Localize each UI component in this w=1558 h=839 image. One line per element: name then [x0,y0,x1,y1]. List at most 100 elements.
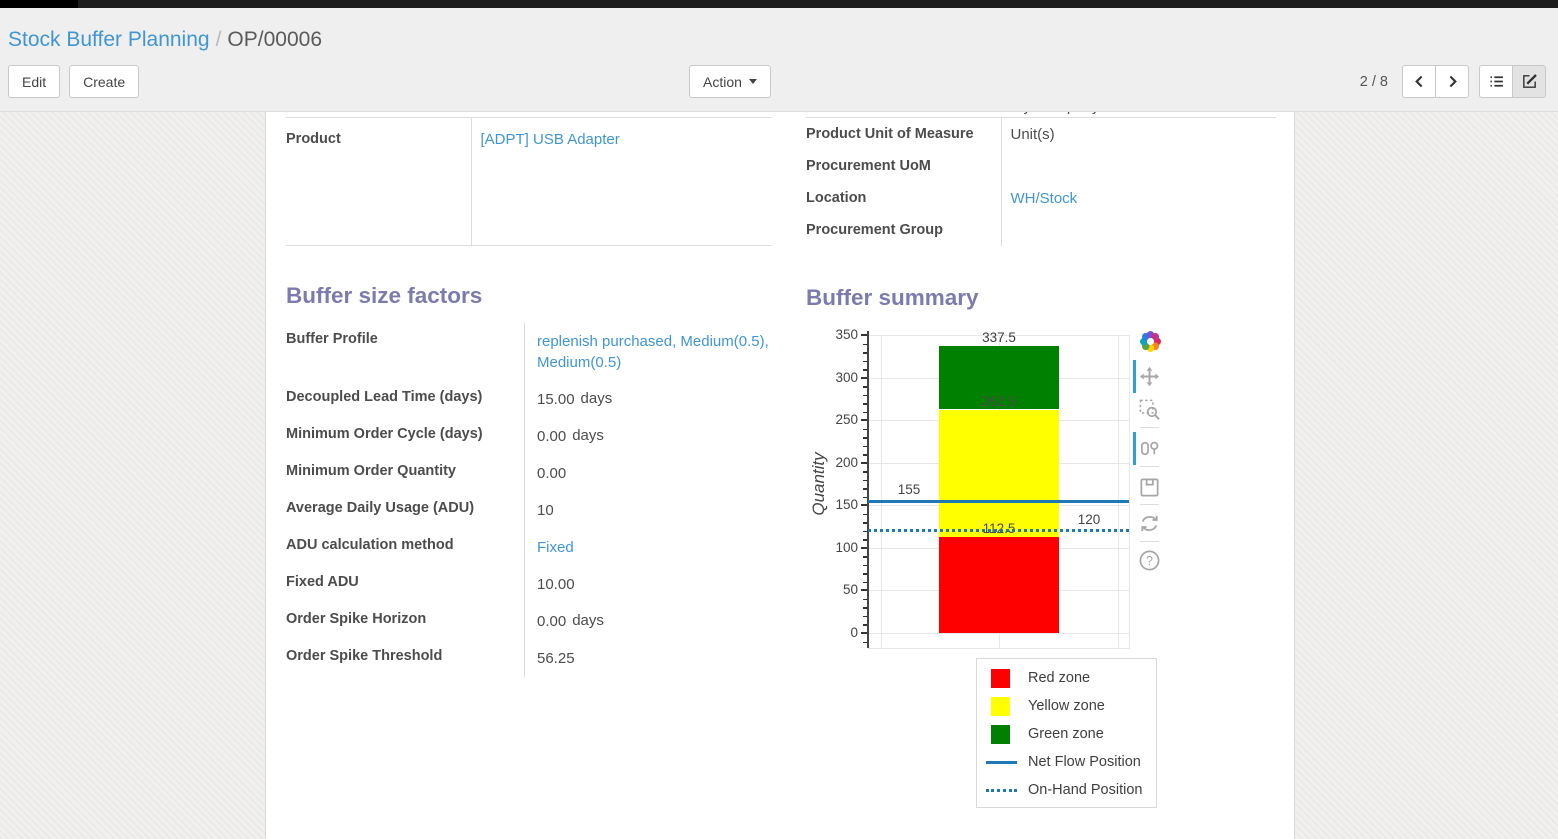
square-swatch-icon [986,696,1020,716]
y-minor-tick [863,539,869,541]
dotted-swatch-icon [986,788,1020,792]
form-view-button[interactable] [1512,65,1546,98]
min-order-cycle-label: Minimum Order Cycle (days) [286,418,525,455]
y-tick-label: 200 [835,454,858,470]
help-icon[interactable]: ? [1138,549,1161,572]
main-nav-bar-edge [0,0,1558,8]
compare-hover-icon[interactable] [1138,437,1161,460]
buffer-size-factors-table: Buffer Profile replenish purchased, Medi… [286,323,791,677]
y-minor-tick [863,360,869,363]
zone-value-label: 112.5 [982,521,1016,537]
y-minor-tick [863,581,869,584]
pager-next-button[interactable] [1435,65,1469,98]
y-minor-tick [863,479,869,482]
dlt-unit: days [580,389,613,407]
field-row-adu: Average Daily Usage (ADU) 10 [286,492,791,529]
legend-item-on-hand-position[interactable]: On-Hand Position [986,776,1156,804]
edit-button[interactable]: Edit [8,65,61,98]
y-minor-tick [863,403,869,405]
legend-label: Green zone [1028,726,1104,742]
legend-item-red-zone[interactable]: Red zone [986,664,1156,692]
fixed-adu-label: Fixed ADU [286,566,525,603]
field-row-buffer-profile: Buffer Profile replenish purchased, Medi… [286,323,791,381]
product-uom-label: Product Unit of Measure [806,126,974,142]
legend-item-green-zone[interactable]: Green zone [986,720,1156,748]
y-minor-tick [863,522,869,524]
product-label: Product [286,117,471,246]
spike-horizon-label: Order Spike Horizon [286,603,525,640]
field-row-product: Product [ADPT] USB Adapter [286,117,771,246]
dlt-value: 15.00 [537,391,575,408]
y-major-tick [861,632,869,634]
buffer-size-factors-title: Buffer size factors [286,283,483,308]
y-minor-tick [863,607,869,609]
field-row-product-uom: Product Unit of Measure Unit(s) [806,117,1276,150]
y-minor-tick [863,641,869,643]
plotly-logo-icon[interactable] [1138,329,1163,354]
location-label: Location [806,190,867,206]
clipped-company-value: My Company [1011,112,1099,115]
procurement-uom-value [1000,150,1276,182]
y-tick-label: 300 [835,369,858,385]
form-sheet: Product [ADPT] USB Adapter My Company Pr… [265,112,1295,839]
ref-line-value-label: 155 [897,482,921,498]
y-tick-label: 350 [835,327,858,342]
field-row-location: Location WH/Stock [806,182,1276,214]
ref-line-on-hand-position[interactable] [868,528,1129,532]
ref-line-value-label: 120 [1077,511,1101,527]
y-major-tick [861,546,869,549]
legend-label: Yellow zone [1028,698,1105,714]
adu-label: Average Daily Usage (ADU) [286,492,525,529]
top-field-groups: Product [ADPT] USB Adapter My Company Pr… [286,112,1276,246]
y-tick-label: 50 [842,582,858,598]
action-dropdown-label: Action [703,73,742,90]
zone-yellow-zone[interactable] [939,409,1059,538]
y-tick-label: 250 [835,412,858,428]
create-button[interactable]: Create [69,65,140,98]
pager-previous-button[interactable] [1402,65,1436,98]
adu-method-value-link[interactable]: Fixed [537,539,574,556]
clipped-row [286,112,771,118]
zoom-box-icon[interactable] [1138,398,1161,421]
product-value-link[interactable]: [ADPT] USB Adapter [480,131,620,148]
reset-axes-icon[interactable] [1138,512,1161,535]
action-dropdown-button[interactable]: Action [689,65,771,98]
pan-active-indicator [1133,360,1136,393]
y-minor-tick [863,454,869,456]
zone-green-zone[interactable] [939,345,1059,410]
pager-buttons [1402,65,1469,98]
field-row-spike-horizon: Order Spike Horizon 0.00 days [286,603,791,640]
min-order-qty-value: 0.00 [537,465,567,482]
location-value-link[interactable]: WH/Stock [1010,190,1078,207]
breadcrumb-parent-link[interactable]: Stock Buffer Planning [8,28,210,51]
y-minor-tick [863,488,869,490]
buffer-profile-value-link[interactable]: replenish purchased, Medium(0.5), Medium… [537,333,769,371]
modebar-separator [1140,427,1159,428]
field-row-fixed-adu: Fixed ADU 10.00 [286,566,791,603]
chart-legend: Red zone Yellow zone Green zone Net Flow Po… [976,658,1157,808]
y-minor-tick [863,445,869,448]
min-order-cycle-value: 0.00 [537,428,567,445]
zone-red-zone[interactable] [939,537,1059,633]
breadcrumb-current: OP/00006 [227,28,322,51]
legend-item-yellow-zone[interactable]: Yellow zone [986,692,1156,720]
dlt-label: Decoupled Lead Time (days) [286,381,525,418]
save-icon[interactable] [1138,476,1161,499]
legend-item-net-flow-position[interactable]: Net Flow Position [986,748,1156,776]
field-row-adu-method: ADU calculation method Fixed [286,529,791,566]
modebar-separator [1140,466,1159,467]
legend-label: On-Hand Position [1028,782,1143,798]
y-minor-tick [863,411,869,414]
pan-icon[interactable] [1138,365,1161,388]
y-minor-tick [863,343,869,345]
ref-line-net-flow-position[interactable] [868,500,1129,504]
spike-threshold-value: 56.25 [537,650,575,667]
action-buttons: Edit Create [8,65,140,98]
list-view-button[interactable] [1479,65,1513,98]
svg-text:?: ? [1146,554,1153,568]
zone-value-label: 337.5 [982,329,1016,345]
buffer-summary-chart[interactable]: ? 0 50 100 150 200 250 300 350 337.5 262.5 112.5 15… [809,320,1206,825]
form-view-icon [1522,74,1537,88]
pager-and-view-switcher: 2 / 8 [1360,65,1556,98]
spike-horizon-value: 0.00 [537,613,567,630]
